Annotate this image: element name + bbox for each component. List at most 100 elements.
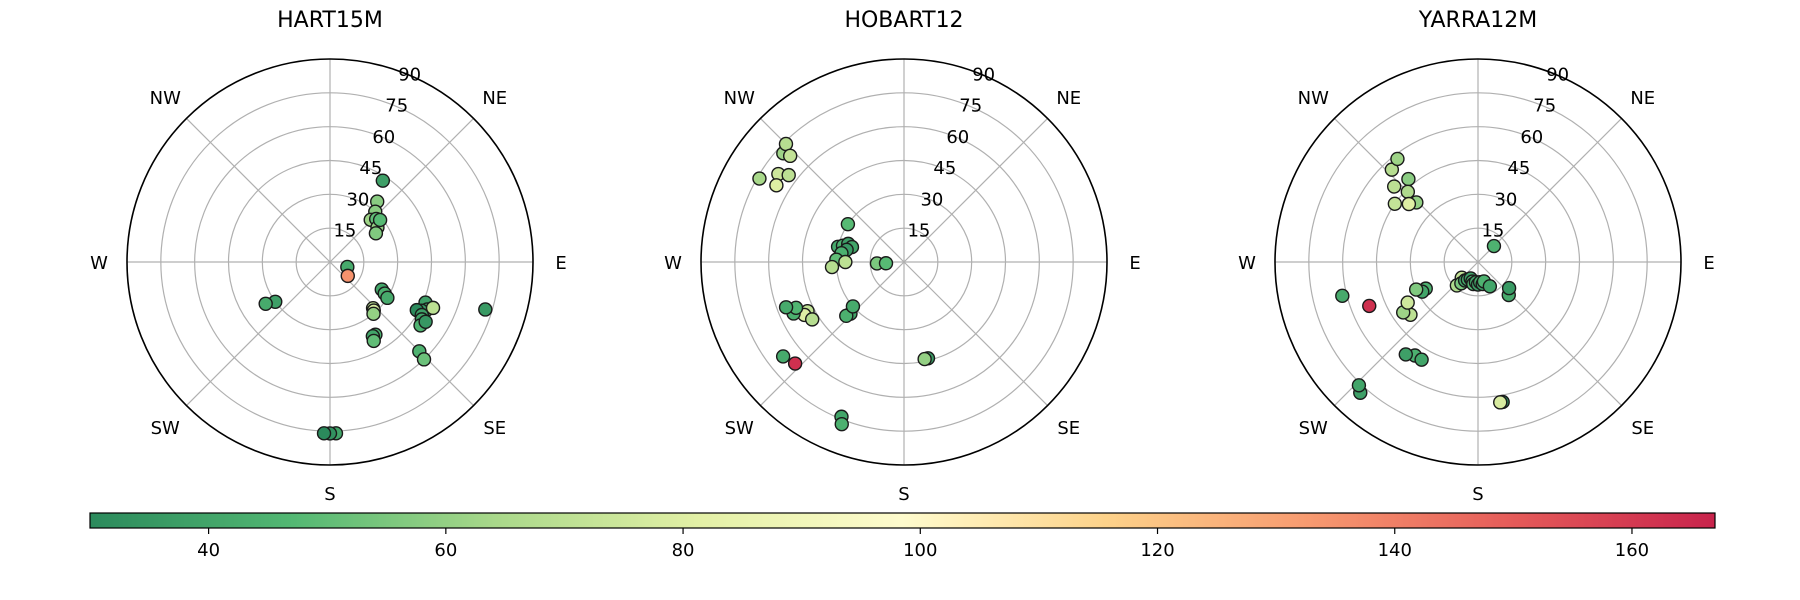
scatter-point bbox=[368, 226, 384, 241]
r-tick-label: 15 bbox=[1481, 221, 1504, 242]
scatter-point bbox=[781, 167, 796, 183]
direction-label: E bbox=[555, 253, 566, 274]
direction-label: SW bbox=[151, 418, 180, 439]
scatter-point bbox=[416, 352, 432, 367]
scatter-point bbox=[1398, 347, 1413, 362]
scatter-point bbox=[1387, 196, 1403, 211]
grid-spoke bbox=[1477, 118, 1622, 263]
scatter-point bbox=[380, 290, 395, 306]
polar-panels: HART15M153045607590NEESESSWWNWHOBART1215… bbox=[90, 8, 1715, 505]
panel-title: YARRA12M bbox=[1418, 8, 1538, 33]
grid-spoke bbox=[760, 261, 905, 406]
grid-spoke bbox=[329, 118, 474, 263]
direction-label: SW bbox=[725, 418, 754, 439]
scatter-point bbox=[1390, 151, 1405, 167]
direction-label: S bbox=[1472, 484, 1483, 505]
direction-label: NE bbox=[482, 88, 507, 109]
colorbar-tick-label: 140 bbox=[1378, 540, 1412, 561]
scatter-point bbox=[340, 268, 355, 284]
r-tick-label: 75 bbox=[959, 96, 982, 117]
scatter-point bbox=[775, 349, 791, 364]
polar-panel-2: HOBART12 15 30 45 60 75 90 NE E SE S SW W NW bbox=[664, 8, 1141, 505]
colorbar-tick-label: 60 bbox=[434, 540, 457, 561]
scatter-point bbox=[1386, 179, 1402, 194]
grid-spoke bbox=[903, 261, 1048, 406]
scatter-point bbox=[782, 148, 798, 164]
direction-label: NW bbox=[1298, 88, 1329, 109]
grid-spoke bbox=[329, 261, 474, 406]
scatter-point bbox=[787, 356, 803, 371]
scatter-point bbox=[258, 296, 273, 311]
polar-frame bbox=[1274, 58, 1682, 466]
direction-label: W bbox=[664, 253, 682, 274]
scatter-point bbox=[375, 173, 391, 188]
scatter-point bbox=[1486, 238, 1502, 254]
direction-label: SW bbox=[1299, 418, 1328, 439]
scatter-point bbox=[1335, 288, 1350, 304]
scatter-point bbox=[778, 300, 794, 315]
colorbar-tick-label: 160 bbox=[1615, 540, 1649, 561]
direction-label: SE bbox=[1631, 418, 1654, 439]
direction-label: NW bbox=[150, 88, 181, 109]
polar-panel-3: YARRA12M 15 30 45 60 75 90 NE E SE S SW W NW bbox=[1238, 8, 1715, 505]
grid-spoke bbox=[903, 118, 1048, 263]
scatter-point bbox=[838, 254, 853, 270]
direction-label: E bbox=[1703, 253, 1714, 274]
polar-panel-1: HART15M 15 30 45 60 75 90 NE E SE S SW W NW bbox=[90, 8, 567, 505]
direction-label: SE bbox=[1057, 418, 1080, 439]
grid-spoke bbox=[186, 118, 331, 263]
scatter-point bbox=[478, 302, 493, 317]
r-tick-label: 90 bbox=[398, 64, 421, 85]
scatter-point bbox=[425, 300, 441, 316]
scatter-point bbox=[366, 333, 381, 349]
scatter-point bbox=[778, 136, 794, 152]
direction-label: S bbox=[898, 484, 909, 505]
scatter-point bbox=[1400, 184, 1416, 200]
scatter-point bbox=[752, 171, 767, 186]
grid-spoke bbox=[186, 261, 331, 406]
r-tick-label: 75 bbox=[1533, 96, 1556, 117]
scatter-point bbox=[1401, 171, 1416, 187]
colorbar-tick-label: 40 bbox=[197, 540, 220, 561]
scatter-point bbox=[769, 178, 784, 193]
scatter-point bbox=[1351, 378, 1367, 393]
scatter-point bbox=[1482, 279, 1498, 294]
scatter-point bbox=[834, 416, 849, 432]
r-tick-label: 30 bbox=[920, 189, 943, 210]
scatter-point bbox=[316, 426, 332, 441]
scatter-point bbox=[1501, 280, 1517, 296]
scatter-point bbox=[1493, 395, 1508, 410]
r-tick-label: 45 bbox=[1507, 158, 1530, 179]
direction-label: S bbox=[324, 484, 335, 505]
scatter-point bbox=[845, 299, 861, 314]
scatter-point bbox=[1414, 352, 1429, 367]
scatter-point bbox=[418, 314, 433, 329]
direction-label: W bbox=[90, 253, 108, 274]
colorbar-tick-label: 80 bbox=[672, 540, 695, 561]
colorbar-tick-label: 100 bbox=[903, 540, 937, 561]
r-tick-label: 45 bbox=[359, 158, 382, 179]
colorbar-ticks: 40 60 80 100 120 140 160 bbox=[197, 528, 1649, 561]
direction-label: SE bbox=[483, 418, 506, 439]
polar-frame bbox=[700, 58, 1108, 466]
r-tick-label: 60 bbox=[372, 127, 395, 148]
r-tick-label: 75 bbox=[385, 96, 408, 117]
r-tick-label: 60 bbox=[1520, 127, 1543, 148]
scatter-point bbox=[1362, 298, 1377, 314]
scatter-point bbox=[366, 306, 381, 322]
direction-label: NE bbox=[1056, 88, 1081, 109]
scatter-point bbox=[840, 216, 856, 232]
direction-label: W bbox=[1238, 253, 1256, 274]
grid-spoke bbox=[1477, 261, 1622, 406]
r-tick-label: 60 bbox=[946, 127, 969, 148]
r-tick-label: 90 bbox=[1546, 64, 1569, 85]
colorbar: 40 60 80 100 120 140 160 bbox=[89, 512, 1716, 561]
scatter-point bbox=[878, 256, 894, 271]
panel-title: HOBART12 bbox=[844, 8, 963, 33]
r-tick-label: 45 bbox=[933, 158, 956, 179]
direction-label: NW bbox=[724, 88, 755, 109]
r-tick-label: 90 bbox=[972, 64, 995, 85]
scatter-point bbox=[824, 259, 840, 275]
colorbar-tick-label: 120 bbox=[1140, 540, 1174, 561]
